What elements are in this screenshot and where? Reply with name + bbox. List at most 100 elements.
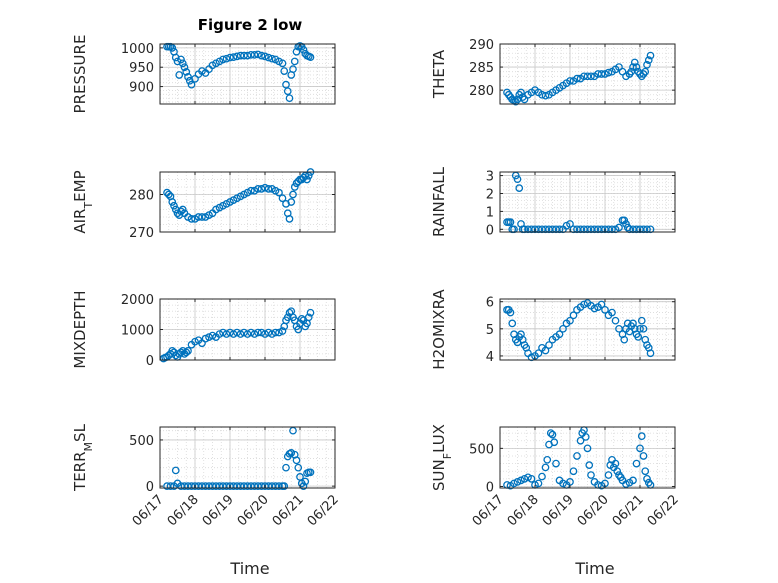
data-point [541,463,550,472]
y-tick-label: 0 [486,480,494,495]
data-point [168,198,177,206]
data-point [247,186,255,195]
y-axis-label-subscript: F [441,453,454,459]
data-point [187,215,196,223]
data-point [290,183,299,191]
y-tick-label: 270 [129,226,154,241]
y-axis-label-text: H2OMIXRA [430,289,448,370]
data-point [538,472,546,481]
y-tick-label: 1000 [121,324,154,339]
data-point [585,461,594,469]
data-point [510,225,518,234]
data-point [559,324,567,333]
data-point [569,467,578,476]
y-tick-label: 4 [486,350,494,365]
data-point [622,220,630,228]
data-point [170,201,178,210]
data-point [643,60,651,69]
data-point [177,55,185,64]
data-point [303,175,311,184]
data-point [587,72,595,81]
y-axis-label-text: LUX [430,424,448,453]
y-axis-label: PRESSURE [71,35,89,114]
data-point [524,473,532,482]
x-tick-label: 06/20 [235,492,272,529]
data-point [601,305,609,314]
data-point [290,57,299,66]
data-point [180,63,189,72]
x-axis-label-right: Time [574,559,614,578]
y-tick-label: 290 [469,38,494,53]
data-point [208,331,217,340]
subplot-h2omixra: 4 5 6 H2OMIXRA [430,289,676,370]
data-point [604,68,613,77]
data-point [168,44,177,52]
data-point [306,468,315,477]
data-point [184,73,192,81]
y-axis-label: RAINFALL [430,166,448,237]
data-point [201,334,210,343]
y-tick-label: 3 [486,170,494,185]
data-point [646,51,655,60]
y-tick-label: 500 [129,434,154,449]
data-point [254,185,262,193]
data-point [559,479,567,488]
data-point [191,337,199,346]
data-point [292,47,301,56]
y-axis-label-subscript: T [82,202,95,210]
data-point [264,53,273,62]
data-point [643,225,651,234]
data-point [597,300,606,309]
data-point [229,53,238,62]
y-axis-label: MIXDEPTH [71,290,89,368]
data-point [198,213,206,221]
data-point [283,87,292,96]
series-markers [503,299,655,362]
y-tick-label: 1000 [121,42,154,57]
series-markers [163,426,315,491]
y-axis-label: THETA [430,49,448,99]
data-point [550,438,559,447]
data-point [268,330,276,338]
data-point [604,471,613,479]
data-point [632,459,641,468]
data-point [644,56,653,65]
subplot-mixdepth: 0 1000 2000 MIXDEPTH [71,290,336,369]
data-point [641,467,650,476]
data-point [513,175,522,184]
y-axis-label-text: TERR [71,451,89,492]
data-point [639,452,648,460]
data-point [182,68,191,76]
data-point [534,349,543,358]
data-point [608,308,616,317]
data-point [261,183,269,192]
data-point [278,194,287,203]
data-point [306,53,315,62]
x-tick-label: 06/21 [270,492,307,529]
axes-box [159,426,336,489]
y-tick-label: 2 [486,187,494,202]
series-markers [503,171,655,234]
data-point [283,313,292,322]
data-point [278,327,287,335]
series-markers [503,51,655,106]
data-point [545,341,553,349]
data-point [250,50,259,59]
data-point [573,452,581,460]
data-point [275,482,283,491]
data-point [278,59,287,68]
data-point [175,71,184,79]
data-point [285,94,294,103]
y-tick-label: 2000 [121,293,154,308]
data-point [583,444,592,453]
data-point [622,480,630,489]
y-axis-label: SUNFLUX [430,424,454,491]
data-point [280,482,289,491]
data-point [171,466,180,475]
data-point [297,314,306,323]
data-point [608,225,616,234]
data-point [641,67,650,76]
data-point [643,474,651,483]
y-tick-label: 900 [129,81,154,96]
